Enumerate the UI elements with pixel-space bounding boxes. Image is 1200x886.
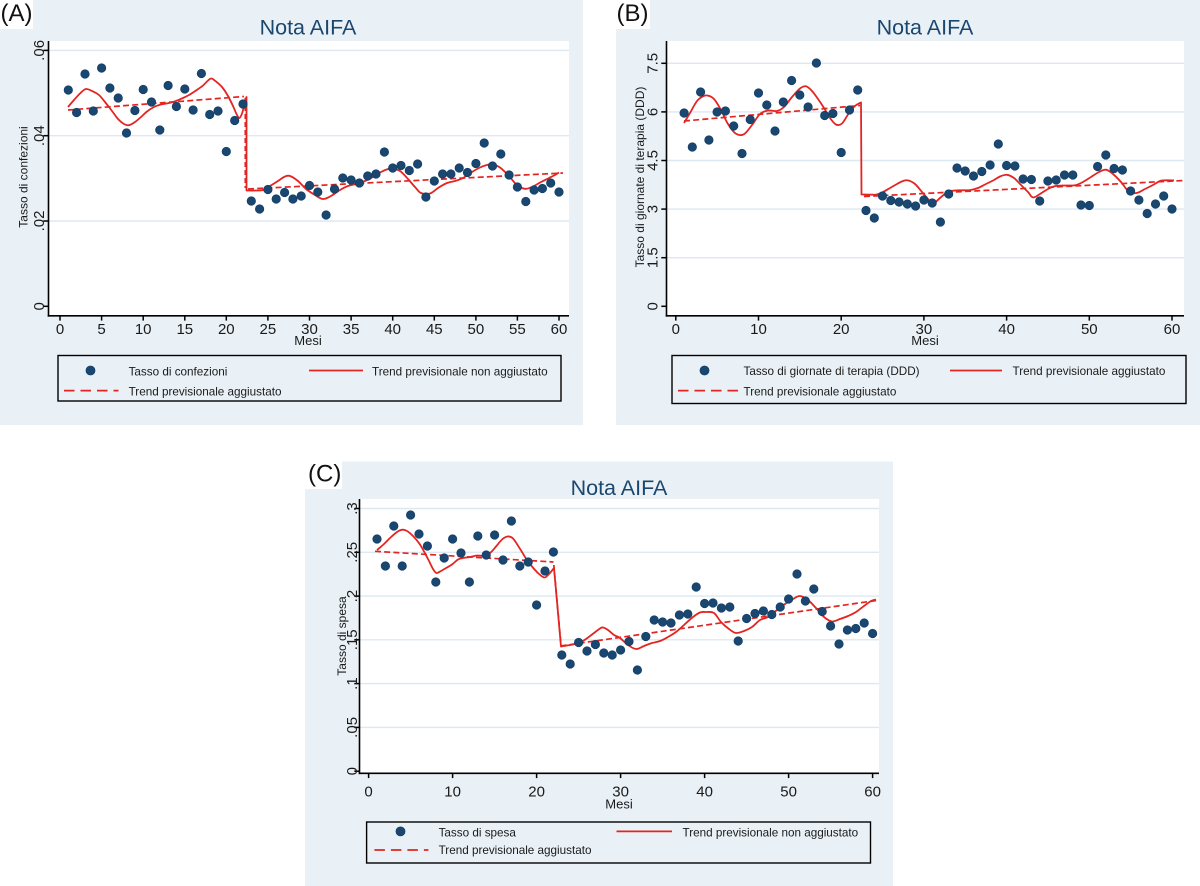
svg-text:30: 30: [916, 321, 933, 338]
svg-text:Nota AIFA: Nota AIFA: [571, 476, 668, 500]
svg-text:(A): (A): [1, 0, 33, 27]
svg-text:20: 20: [218, 321, 235, 338]
svg-text:40: 40: [998, 321, 1015, 338]
svg-text:3: 3: [645, 205, 662, 213]
svg-text:4.5: 4.5: [645, 150, 662, 171]
svg-text:Trend previsionale non aggiust: Trend previsionale non aggiustato: [372, 366, 548, 379]
svg-text:Tasso di confezioni: Tasso di confezioni: [129, 366, 228, 379]
svg-text:50: 50: [1081, 321, 1098, 338]
svg-text:Trend previsionale aggiustato: Trend previsionale aggiustato: [1013, 365, 1166, 378]
svg-text:Tasso di spesa: Tasso di spesa: [439, 827, 517, 840]
svg-text:.06: .06: [31, 40, 48, 61]
svg-text:0: 0: [31, 302, 48, 310]
svg-text:0: 0: [672, 321, 680, 338]
svg-text:45: 45: [426, 321, 443, 338]
svg-text:30: 30: [612, 784, 629, 801]
svg-text:20: 20: [528, 784, 545, 801]
svg-text:Mesi: Mesi: [911, 333, 939, 348]
svg-text:40: 40: [384, 321, 401, 338]
svg-text:Mesi: Mesi: [605, 797, 633, 812]
svg-text:0: 0: [344, 767, 361, 775]
svg-text:Tasso di giornate di terapia (: Tasso di giornate di terapia (DDD): [633, 87, 647, 268]
svg-text:60: 60: [1164, 321, 1181, 338]
svg-text:Nota AIFA: Nota AIFA: [260, 16, 357, 40]
svg-text:Trend previsionale aggiustato: Trend previsionale aggiustato: [744, 385, 897, 398]
svg-text:.2: .2: [344, 590, 361, 603]
svg-text:6: 6: [645, 108, 662, 116]
svg-text:.3: .3: [344, 502, 361, 515]
svg-text:15: 15: [176, 321, 193, 338]
svg-text:30: 30: [301, 321, 318, 338]
svg-text:40: 40: [696, 784, 713, 801]
svg-text:Nota AIFA: Nota AIFA: [877, 16, 974, 40]
svg-text:10: 10: [444, 784, 461, 801]
svg-text:55: 55: [509, 321, 526, 338]
svg-text:.02: .02: [31, 211, 48, 232]
svg-text:Mesi: Mesi: [294, 333, 322, 348]
svg-text:20: 20: [833, 321, 850, 338]
svg-text:50: 50: [780, 784, 797, 801]
svg-text:.1: .1: [344, 677, 361, 690]
svg-text:35: 35: [343, 321, 360, 338]
svg-text:60: 60: [864, 784, 881, 801]
svg-text:0: 0: [645, 302, 662, 310]
svg-text:5: 5: [97, 321, 105, 338]
svg-text:1.5: 1.5: [645, 247, 662, 268]
svg-text:10: 10: [135, 321, 152, 338]
svg-text:50: 50: [468, 321, 485, 338]
svg-text:(C): (C): [308, 461, 341, 488]
svg-text:.15: .15: [344, 629, 361, 650]
svg-text:Tasso di confezioni: Tasso di confezioni: [17, 126, 31, 227]
svg-text:.05: .05: [344, 717, 361, 738]
svg-text:.25: .25: [344, 542, 361, 563]
svg-text:Trend previsionale non aggiust: Trend previsionale non aggiustato: [683, 827, 859, 840]
svg-text:Tasso di giornate di terapia (: Tasso di giornate di terapia (DDD): [744, 365, 920, 378]
svg-text:0: 0: [56, 321, 64, 338]
svg-text:10: 10: [750, 321, 767, 338]
svg-text:25: 25: [260, 321, 277, 338]
svg-text:Trend previsionale aggiustato: Trend previsionale aggiustato: [439, 844, 592, 857]
svg-text:.04: .04: [31, 125, 48, 146]
svg-text:7.5: 7.5: [645, 53, 662, 74]
svg-text:0: 0: [364, 784, 372, 801]
svg-text:60: 60: [551, 321, 568, 338]
svg-text:(B): (B): [617, 0, 649, 27]
svg-text:Trend previsionale aggiustato: Trend previsionale aggiustato: [129, 385, 282, 398]
svg-text:Tasso di spesa: Tasso di spesa: [335, 596, 349, 676]
